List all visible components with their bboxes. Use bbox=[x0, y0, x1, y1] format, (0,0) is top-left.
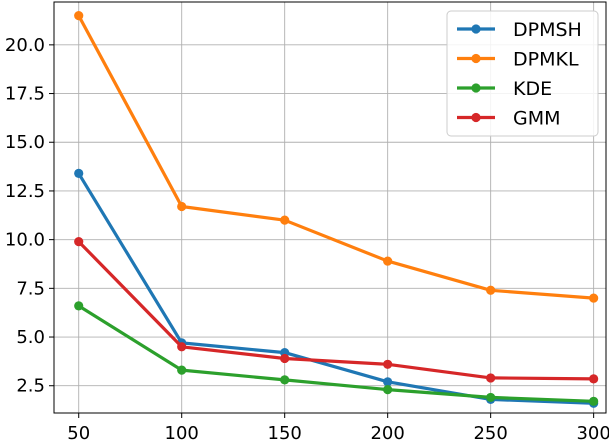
x-tick-label: 250 bbox=[473, 423, 507, 442]
legend-label-gmm: GMM bbox=[513, 108, 561, 130]
legend-marker-dpmsh bbox=[471, 24, 481, 34]
legend-marker-dpmkl bbox=[471, 53, 481, 64]
y-tick-label: 7.5 bbox=[16, 278, 45, 299]
x-tick-label: 300 bbox=[576, 423, 609, 442]
data-point-kde bbox=[486, 392, 496, 403]
legend: DPMSH DPMKL KDE GMM bbox=[446, 10, 599, 137]
legend-label-dpmkl: DPMKL bbox=[513, 49, 579, 71]
data-point-gmm bbox=[486, 373, 496, 383]
data-point-gmm bbox=[74, 236, 84, 247]
data-point-dpmkl bbox=[280, 215, 290, 225]
y-tick-label: 12.5 bbox=[5, 181, 45, 202]
data-point-gmm bbox=[177, 342, 187, 352]
x-tick-label: 150 bbox=[268, 423, 302, 442]
plot-frame bbox=[53, 1, 607, 414]
legend-label-kde: KDE bbox=[513, 78, 552, 100]
data-point-gmm bbox=[383, 359, 393, 369]
series-line-dpmkl bbox=[77, 14, 594, 300]
data-point-dpmsh bbox=[74, 168, 84, 179]
series-lines bbox=[74, 11, 599, 408]
data-point-dpmkl bbox=[486, 285, 496, 295]
axes bbox=[49, 1, 607, 418]
x-tick-label: 200 bbox=[370, 423, 404, 442]
data-point-dpmkl bbox=[177, 201, 187, 212]
x-tick-label: 100 bbox=[165, 423, 199, 442]
y-tick-label: 10.0 bbox=[5, 230, 45, 251]
data-point-kde bbox=[383, 385, 393, 395]
legend-box bbox=[446, 10, 599, 137]
data-point-dpmkl bbox=[383, 256, 393, 266]
data-point-kde bbox=[280, 375, 290, 385]
y-tick-label: 2.5 bbox=[16, 376, 45, 397]
tick-labels: 50 100 150 200 250 300 2.5 5.0 7.5 10.0 12.5 15.0 17… bbox=[5, 35, 609, 442]
y-tick-label: 15.0 bbox=[5, 132, 45, 153]
data-point-kde bbox=[177, 365, 187, 375]
x-tick-label: 50 bbox=[67, 423, 90, 442]
data-point-dpmsh bbox=[383, 377, 393, 387]
legend-label-dpmsh: DPMSH bbox=[513, 19, 582, 41]
data-point-dpmkl bbox=[74, 11, 84, 21]
y-tick-label: 17.5 bbox=[5, 84, 45, 105]
y-tick-label: 20.0 bbox=[5, 35, 45, 56]
data-point-gmm bbox=[589, 374, 599, 384]
data-point-gmm bbox=[280, 353, 290, 364]
legend-marker-kde bbox=[471, 83, 481, 93]
series-line-gmm bbox=[77, 240, 594, 381]
legend-marker-gmm bbox=[471, 112, 481, 123]
data-point-kde bbox=[589, 396, 599, 406]
data-point-dpmkl bbox=[589, 293, 599, 303]
series-line-kde bbox=[77, 304, 594, 403]
series-line-dpmsh bbox=[77, 172, 594, 405]
data-point-kde bbox=[74, 301, 84, 311]
y-tick-label: 5.0 bbox=[16, 327, 45, 348]
